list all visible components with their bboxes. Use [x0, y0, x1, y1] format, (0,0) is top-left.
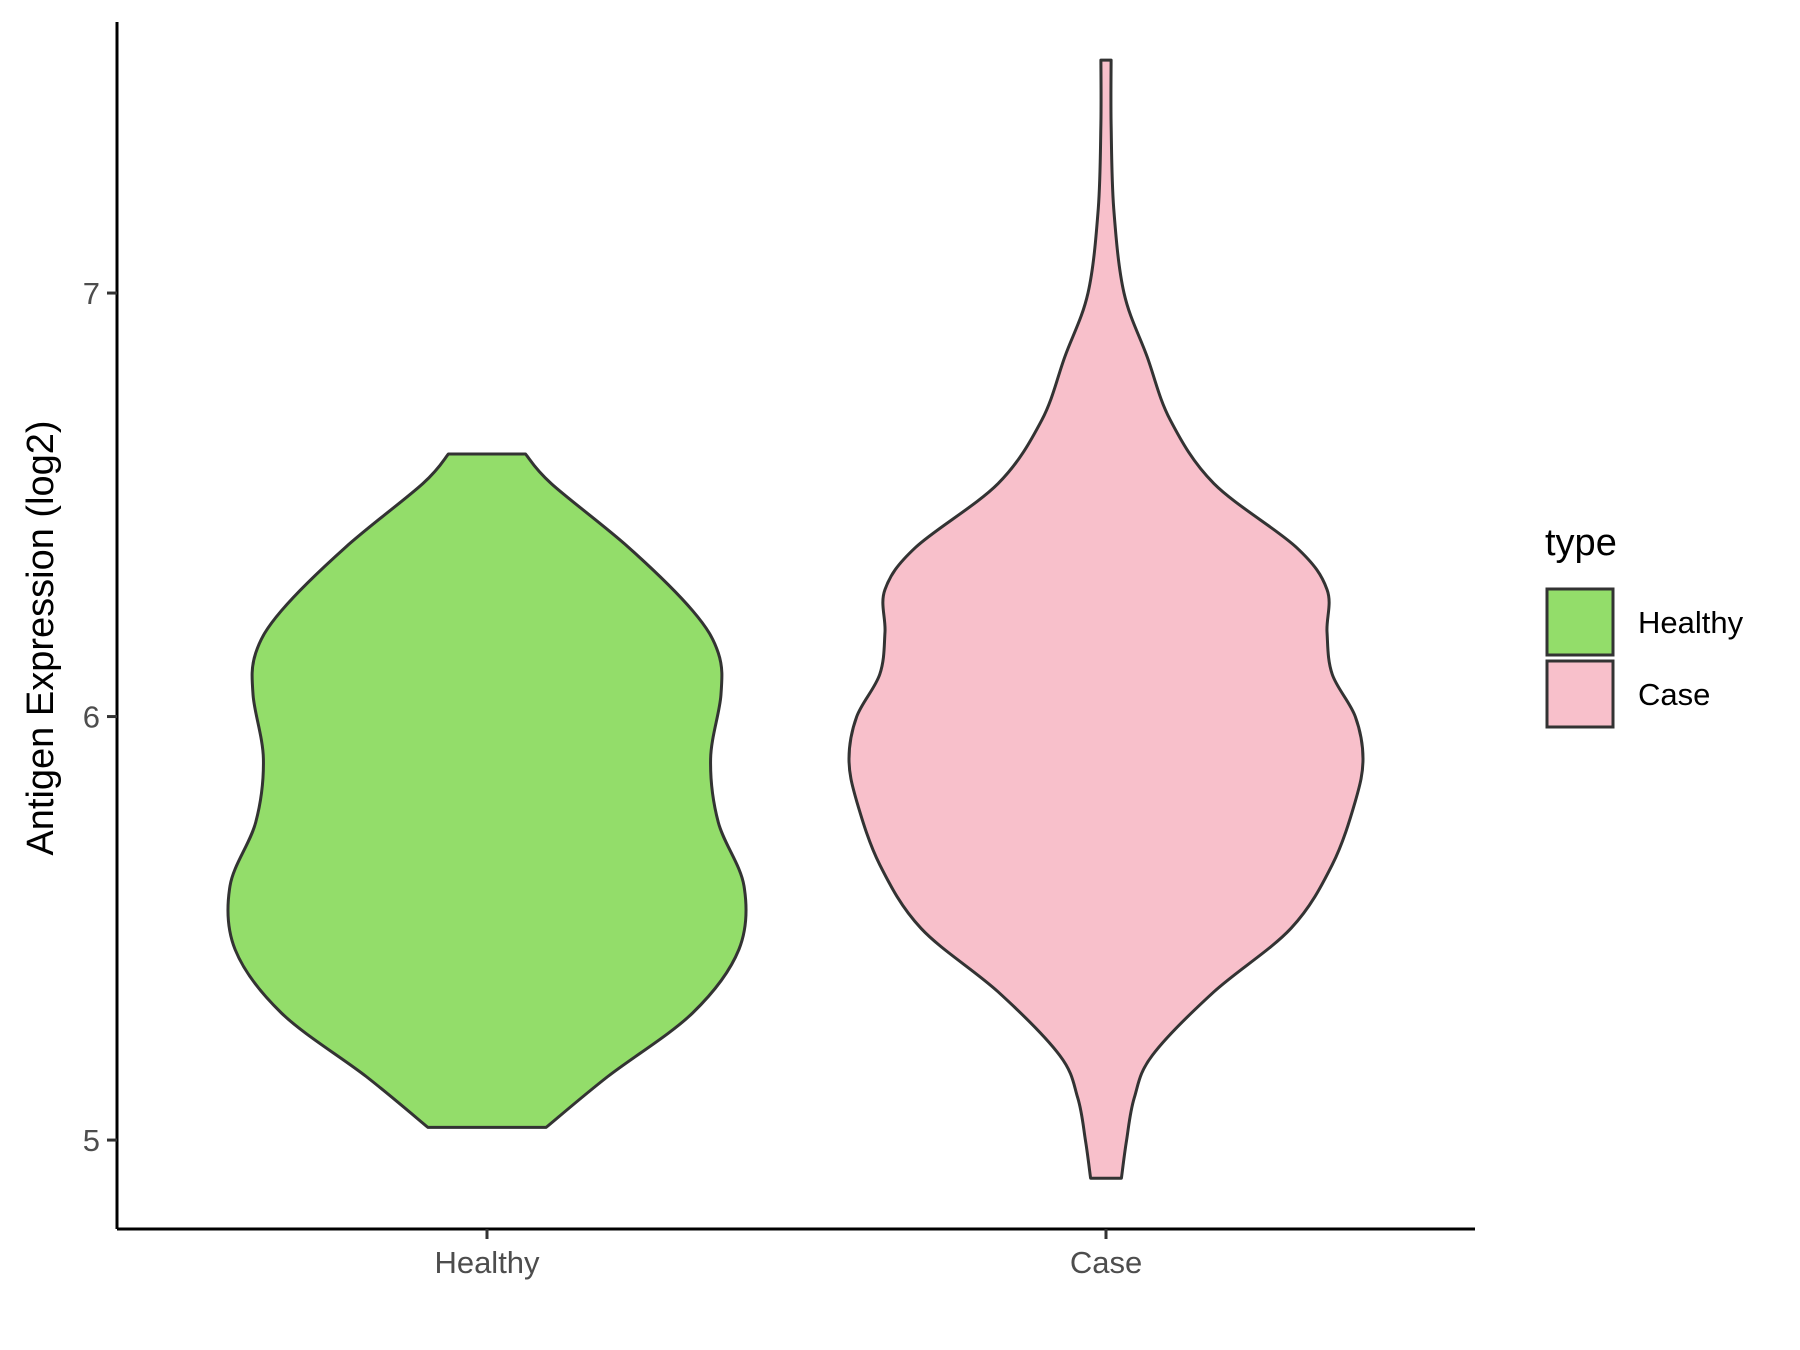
- legend-key-healthy: [1545, 587, 1615, 657]
- violin-case: [847, 58, 1365, 1180]
- violins-group: [226, 58, 1365, 1180]
- y-tick-label-6: 6: [83, 700, 100, 735]
- y-tick-label-5: 5: [83, 1123, 100, 1158]
- legend-label-case: Case: [1638, 677, 1710, 712]
- legend-title: type: [1545, 522, 1617, 564]
- x-tick-label-healthy: Healthy: [434, 1245, 540, 1280]
- x-tick-label-case: Case: [1070, 1245, 1142, 1280]
- y-tick-label-7: 7: [83, 276, 100, 311]
- legend: type Healthy Case: [1545, 522, 1744, 729]
- legend-label-healthy: Healthy: [1638, 605, 1744, 640]
- y-axis-title: Antigen Expression (log2): [20, 420, 62, 855]
- y-ticks-group: 5 6 7: [83, 276, 117, 1158]
- violin-healthy: [226, 452, 748, 1129]
- legend-key-case: [1545, 659, 1615, 729]
- x-ticks-group: Healthy Case: [434, 1229, 1142, 1280]
